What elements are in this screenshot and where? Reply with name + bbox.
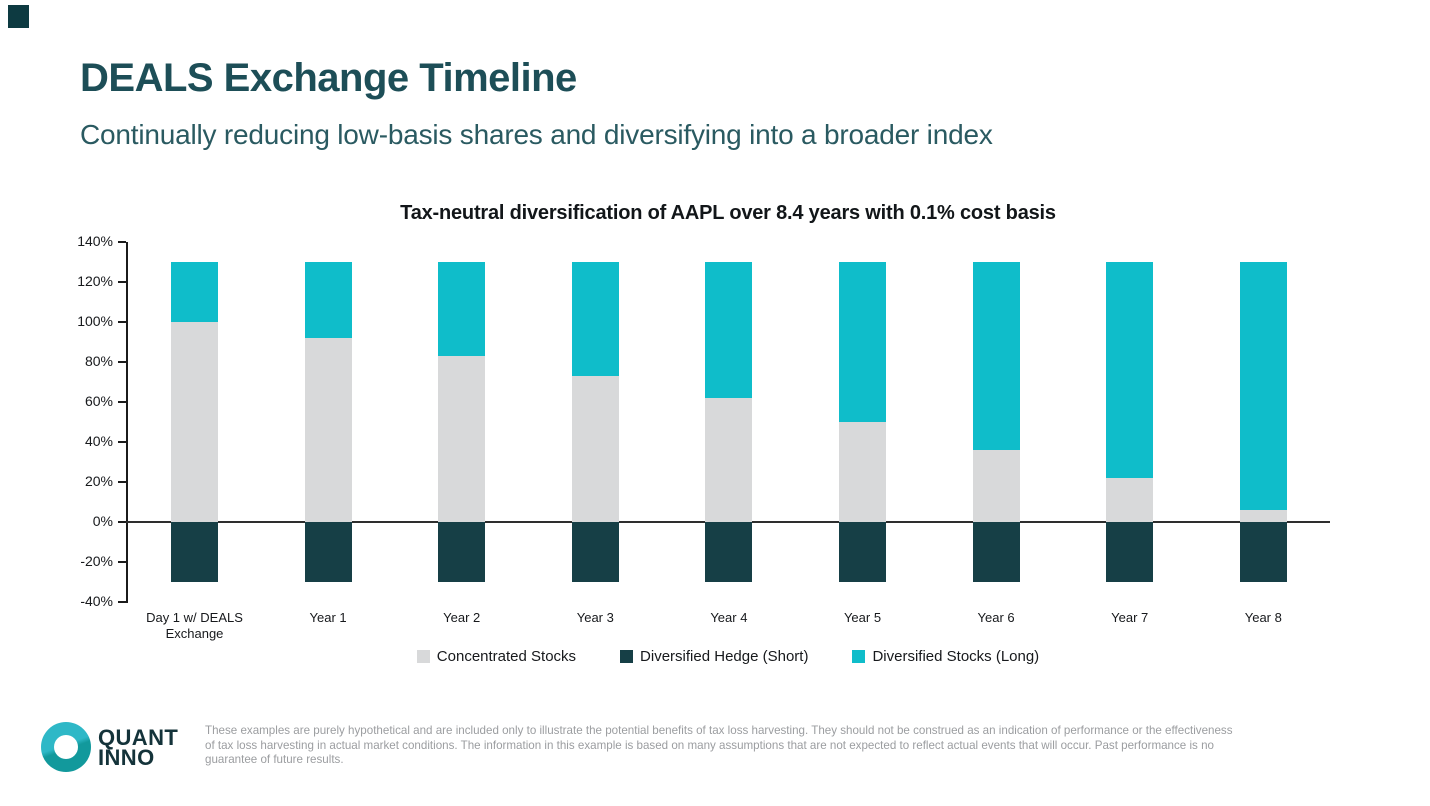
y-axis-tick <box>118 401 126 403</box>
bar-segment <box>1239 510 1287 522</box>
bar-segment <box>705 262 753 398</box>
y-axis-tick-label: 120% <box>77 273 113 289</box>
disclaimer-text: These examples are purely hypothetical a… <box>205 724 1233 767</box>
legend-item: Diversified Hedge (Short) <box>620 648 808 665</box>
bar-segment <box>171 522 218 582</box>
bar-segment <box>972 450 1020 522</box>
quantinno-logo-icon <box>41 722 91 772</box>
legend-item: Concentrated Stocks <box>416 648 577 665</box>
bar-segment <box>1239 262 1287 510</box>
logo-line1: QUANT <box>98 725 179 750</box>
bar-segment <box>1239 522 1287 582</box>
bar-segment <box>571 376 619 522</box>
bar-segment <box>304 522 352 582</box>
y-axis-line <box>126 242 128 603</box>
x-axis-label: Year 8 <box>1244 610 1282 625</box>
y-axis-tick-label: 80% <box>84 353 113 369</box>
bar-segment <box>1106 478 1154 522</box>
bar-segment <box>839 522 886 582</box>
bar-segment <box>1106 522 1154 582</box>
y-axis-tick-label: 140% <box>77 233 113 249</box>
bar-segment <box>972 522 1020 582</box>
chart-title: Tax-neutral diversification of AAPL over… <box>400 202 1056 224</box>
x-axis-label: Year 5 <box>843 610 882 625</box>
bar-segment <box>571 522 619 582</box>
y-axis-tick <box>118 521 126 523</box>
bar-segment <box>839 262 886 422</box>
y-axis-tick-label: 0% <box>92 513 113 529</box>
y-axis-tick <box>118 361 126 363</box>
y-axis-tick <box>118 281 126 283</box>
y-axis-tick-label: 60% <box>84 393 113 409</box>
bar-segment <box>571 262 619 376</box>
y-axis-tick <box>118 321 126 323</box>
bar-segment <box>171 262 218 322</box>
bar-segment <box>304 262 352 338</box>
bar-segment <box>438 522 486 582</box>
legend-swatch-icon <box>852 650 866 663</box>
y-axis-tick-label: -40% <box>80 593 113 609</box>
legend-label: Diversified Stocks (Long) <box>872 648 1040 665</box>
bar-segment <box>171 322 218 522</box>
x-axis-label: Year 3 <box>576 610 614 625</box>
bar-segment <box>438 262 486 356</box>
x-axis-label: Day 1 w/ DEALS Exchange <box>146 610 243 642</box>
page-subtitle: Continually reducing low-basis shares an… <box>80 119 993 150</box>
bar-segment <box>304 338 352 522</box>
bar-segment <box>839 422 886 522</box>
y-axis-tick-label: 40% <box>84 433 113 449</box>
y-axis-tick-label: 20% <box>84 473 113 489</box>
y-axis-tick <box>118 561 126 563</box>
corner-mark <box>8 5 29 28</box>
legend-label: Concentrated Stocks <box>436 648 577 665</box>
plot-area: 140% 120% 100% 80% 60% 40% 20% 0% -20% -40% Day 1 … <box>77 233 1330 641</box>
y-axis-tick <box>118 601 126 603</box>
legend-swatch-icon <box>416 650 430 663</box>
x-axis-label: Year 1 <box>309 610 347 625</box>
y-axis-tick-label: -20% <box>80 553 113 569</box>
legend-label: Diversified Hedge (Short) <box>640 648 809 665</box>
y-axis-tick <box>118 481 126 483</box>
y-axis-tick <box>118 241 126 243</box>
page-title: DEALS Exchange Timeline <box>80 56 577 100</box>
bar-segment <box>438 356 486 522</box>
x-axis-label: Year 6 <box>977 610 1015 625</box>
bar-segment <box>705 398 753 522</box>
logo-line2: INNO <box>98 745 155 771</box>
x-axis-label: Year 7 <box>1111 610 1149 625</box>
bar-segment <box>972 262 1020 450</box>
quantinno-logo-text: QUANT INNO <box>98 725 179 771</box>
chart-legend: Concentrated Stocks Diversified Hedge (Sh… <box>126 648 1330 665</box>
x-axis-label: Year 4 <box>710 610 748 625</box>
y-axis-tick-label: 100% <box>77 313 113 329</box>
bar-segment <box>1106 262 1154 478</box>
y-axis-tick <box>118 441 126 443</box>
legend-swatch-icon <box>620 650 634 663</box>
x-axis-label: Year 2 <box>443 610 481 625</box>
bar-segment <box>705 522 753 582</box>
legend-item: Diversified Stocks (Long) <box>852 648 1039 665</box>
